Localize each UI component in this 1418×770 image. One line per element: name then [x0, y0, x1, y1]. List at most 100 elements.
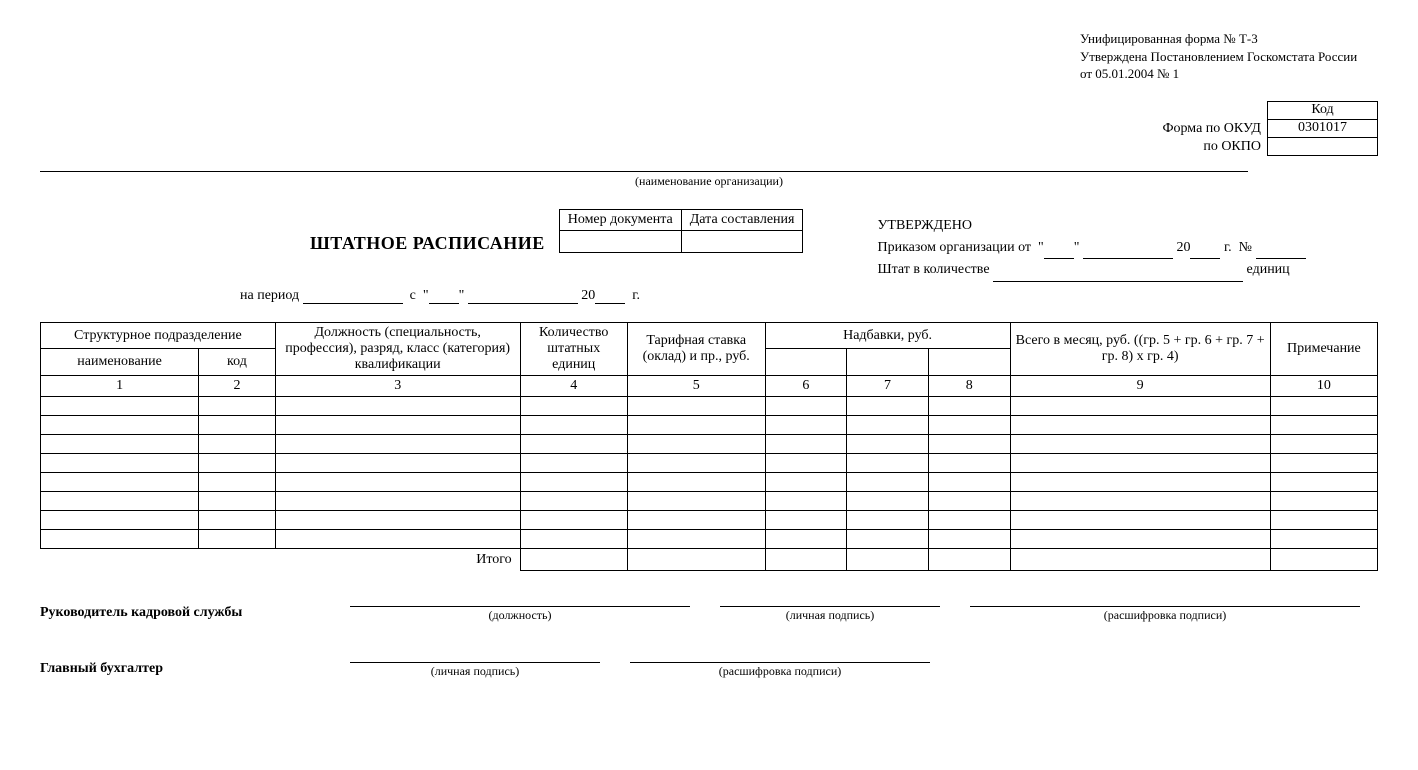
data-cell[interactable]: [275, 491, 520, 510]
data-cell[interactable]: [1010, 491, 1270, 510]
period-year[interactable]: [595, 290, 625, 304]
itogo-cell[interactable]: [627, 548, 765, 570]
data-cell[interactable]: [1270, 472, 1377, 491]
data-cell[interactable]: [847, 453, 929, 472]
itogo-cell[interactable]: [1270, 548, 1377, 570]
data-cell[interactable]: [847, 415, 929, 434]
data-cell[interactable]: [847, 529, 929, 548]
data-cell[interactable]: [765, 453, 847, 472]
approved-month[interactable]: [1083, 245, 1173, 259]
docdate-value[interactable]: [681, 230, 803, 252]
data-cell[interactable]: [627, 472, 765, 491]
data-cell[interactable]: [627, 396, 765, 415]
data-cell[interactable]: [41, 415, 199, 434]
data-cell[interactable]: [520, 529, 627, 548]
data-cell[interactable]: [847, 396, 929, 415]
data-cell[interactable]: [627, 415, 765, 434]
acc-decode-field[interactable]: (расшифровка подписи): [630, 647, 930, 679]
data-cell[interactable]: [627, 529, 765, 548]
data-cell[interactable]: [199, 472, 276, 491]
data-cell[interactable]: [1270, 529, 1377, 548]
period-value[interactable]: [303, 290, 403, 304]
data-cell[interactable]: [928, 396, 1010, 415]
period-month[interactable]: [468, 290, 578, 304]
data-cell[interactable]: [520, 472, 627, 491]
docnum-value[interactable]: [559, 230, 681, 252]
itogo-cell[interactable]: [520, 548, 627, 570]
data-cell[interactable]: [847, 472, 929, 491]
data-cell[interactable]: [765, 434, 847, 453]
staff-count[interactable]: [993, 268, 1243, 282]
data-cell[interactable]: [1270, 396, 1377, 415]
data-cell[interactable]: [275, 434, 520, 453]
data-cell[interactable]: [199, 415, 276, 434]
okpo-value[interactable]: [1268, 137, 1378, 155]
data-cell[interactable]: [1010, 510, 1270, 529]
data-cell[interactable]: [847, 434, 929, 453]
data-cell[interactable]: [199, 529, 276, 548]
data-cell[interactable]: [765, 472, 847, 491]
acc-sign-field[interactable]: (личная подпись): [350, 647, 600, 679]
data-cell[interactable]: [41, 529, 199, 548]
approved-year[interactable]: [1190, 245, 1220, 259]
data-cell[interactable]: [275, 529, 520, 548]
data-cell[interactable]: [765, 396, 847, 415]
data-cell[interactable]: [199, 434, 276, 453]
data-cell[interactable]: [520, 396, 627, 415]
data-cell[interactable]: [928, 510, 1010, 529]
data-cell[interactable]: [41, 434, 199, 453]
hr-sign-field[interactable]: (личная подпись): [720, 591, 940, 623]
data-cell[interactable]: [765, 510, 847, 529]
data-cell[interactable]: [1010, 453, 1270, 472]
data-cell[interactable]: [1010, 434, 1270, 453]
data-cell[interactable]: [1270, 415, 1377, 434]
data-cell[interactable]: [1010, 396, 1270, 415]
data-cell[interactable]: [520, 434, 627, 453]
okud-value[interactable]: 0301017: [1268, 119, 1378, 137]
data-cell[interactable]: [627, 510, 765, 529]
data-cell[interactable]: [1270, 510, 1377, 529]
itogo-cell[interactable]: [1010, 548, 1270, 570]
itogo-cell[interactable]: [847, 548, 929, 570]
itogo-cell[interactable]: [928, 548, 1010, 570]
data-cell[interactable]: [520, 453, 627, 472]
data-cell[interactable]: [928, 472, 1010, 491]
data-cell[interactable]: [520, 415, 627, 434]
data-cell[interactable]: [928, 434, 1010, 453]
data-cell[interactable]: [199, 396, 276, 415]
itogo-cell[interactable]: [765, 548, 847, 570]
data-cell[interactable]: [1270, 453, 1377, 472]
approved-day[interactable]: [1044, 245, 1074, 259]
data-cell[interactable]: [765, 415, 847, 434]
data-cell[interactable]: [928, 415, 1010, 434]
period-day[interactable]: [429, 290, 459, 304]
data-cell[interactable]: [928, 529, 1010, 548]
data-cell[interactable]: [847, 510, 929, 529]
data-cell[interactable]: [199, 510, 276, 529]
approved-number[interactable]: [1256, 245, 1306, 259]
data-cell[interactable]: [520, 491, 627, 510]
data-cell[interactable]: [765, 529, 847, 548]
data-cell[interactable]: [1010, 472, 1270, 491]
data-cell[interactable]: [41, 472, 199, 491]
data-cell[interactable]: [627, 453, 765, 472]
data-cell[interactable]: [275, 396, 520, 415]
hr-position-field[interactable]: (должность): [350, 591, 690, 623]
data-cell[interactable]: [765, 491, 847, 510]
hr-decode-field[interactable]: (расшифровка подписи): [970, 591, 1360, 623]
data-cell[interactable]: [1270, 491, 1377, 510]
data-cell[interactable]: [199, 453, 276, 472]
data-cell[interactable]: [275, 415, 520, 434]
data-cell[interactable]: [1270, 434, 1377, 453]
data-cell[interactable]: [520, 510, 627, 529]
data-cell[interactable]: [41, 510, 199, 529]
data-cell[interactable]: [199, 491, 276, 510]
data-cell[interactable]: [41, 396, 199, 415]
data-cell[interactable]: [627, 434, 765, 453]
data-cell[interactable]: [41, 453, 199, 472]
data-cell[interactable]: [1010, 529, 1270, 548]
data-cell[interactable]: [1010, 415, 1270, 434]
data-cell[interactable]: [928, 491, 1010, 510]
organization-name-line[interactable]: [40, 158, 1248, 172]
data-cell[interactable]: [928, 453, 1010, 472]
